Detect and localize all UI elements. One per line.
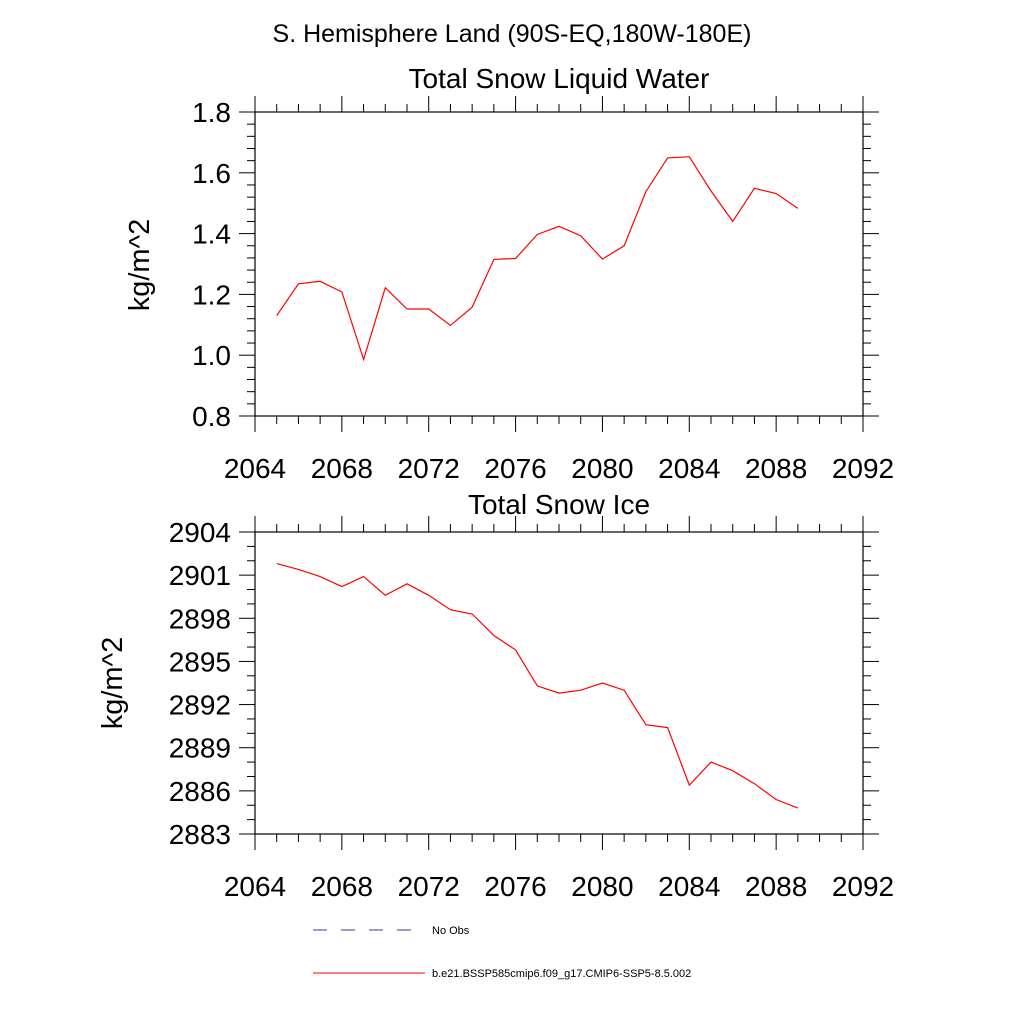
y-tick-label: 2889 xyxy=(169,733,231,764)
y-tick-label: 1.2 xyxy=(192,279,231,310)
panel-2-frame xyxy=(254,531,864,835)
x-tick-label: 2092 xyxy=(832,453,894,484)
y-tick-label: 2895 xyxy=(169,646,231,677)
y-tick-label: 2898 xyxy=(169,603,231,634)
panel-2-title: Total Snow Ice xyxy=(468,489,650,520)
panel-2-ylabel: kg/m^2 xyxy=(97,637,129,730)
y-tick-label: 1.4 xyxy=(192,219,231,250)
series-line-panel-1 xyxy=(276,156,799,362)
x-tick-label: 2092 xyxy=(832,871,894,902)
x-tick-label: 2068 xyxy=(311,871,373,902)
y-tick-label: 1.6 xyxy=(192,158,231,189)
x-tick-label: 2088 xyxy=(745,453,807,484)
panel-1-plot xyxy=(276,156,799,362)
panel-snow-ice: Total Snow Ice kg/m^2 2064 2068 2072 2076 20… xyxy=(97,489,894,902)
x-tick-label: 2080 xyxy=(571,453,633,484)
series-line-panel-2 xyxy=(276,563,799,809)
panel-2-ticks xyxy=(239,516,879,850)
x-tick-label: 2072 xyxy=(398,871,460,902)
panel-1-frame xyxy=(254,111,864,417)
y-tick-label: 2883 xyxy=(169,819,231,850)
y-tick-label: 2892 xyxy=(169,690,231,721)
y-tick-label: 2901 xyxy=(169,560,231,591)
x-tick-label: 2088 xyxy=(745,871,807,902)
x-tick-label: 2072 xyxy=(398,453,460,484)
panel-1-tick-labels: 2064 2068 2072 2076 2080 2084 2088 2092 0.8 1.0 1.… xyxy=(192,97,894,484)
panel-1-ylabel: kg/m^2 xyxy=(124,219,156,312)
x-tick-label: 2064 xyxy=(224,453,286,484)
panel-2-tick-labels: 2064 2068 2072 2076 2080 2084 2088 2092 2883 2886… xyxy=(169,517,894,902)
legend-label-model: b.e21.BSSP585cmip6.f09_g17.CMIP6-SSP5-8.… xyxy=(432,968,691,980)
panel-1-title: Total Snow Liquid Water xyxy=(409,63,710,94)
x-tick-label: 2076 xyxy=(484,453,546,484)
y-tick-label: 2886 xyxy=(169,776,231,807)
y-tick-label: 1.0 xyxy=(192,340,231,371)
panel-1-ticks xyxy=(239,96,879,432)
x-tick-label: 2076 xyxy=(484,871,546,902)
legend-label-no-obs: No Obs xyxy=(432,925,470,937)
legend: No Obs b.e21.BSSP585cmip6.f09_g17.CMIP6-… xyxy=(313,925,691,980)
panel-2-plot xyxy=(276,563,799,809)
x-tick-label: 2064 xyxy=(224,871,286,902)
x-tick-label: 2084 xyxy=(658,871,720,902)
y-tick-label: 2904 xyxy=(169,517,231,548)
x-tick-label: 2068 xyxy=(311,453,373,484)
x-tick-label: 2080 xyxy=(571,871,633,902)
panel-snow-liquid-water: Total Snow Liquid Water kg/m^2 2064 2068 2… xyxy=(124,63,894,484)
y-tick-label: 0.8 xyxy=(192,401,231,432)
x-tick-label: 2084 xyxy=(658,453,720,484)
y-tick-label: 1.8 xyxy=(192,97,231,128)
figure-suptitle: S. Hemisphere Land (90S-EQ,180W-180E) xyxy=(273,20,752,48)
